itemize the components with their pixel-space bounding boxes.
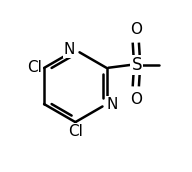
Text: Cl: Cl xyxy=(27,60,42,76)
Text: N: N xyxy=(107,96,118,112)
Text: N: N xyxy=(64,42,75,57)
Text: O: O xyxy=(130,92,142,107)
Text: Cl: Cl xyxy=(68,124,83,139)
Text: S: S xyxy=(132,56,142,73)
Text: O: O xyxy=(130,22,142,37)
